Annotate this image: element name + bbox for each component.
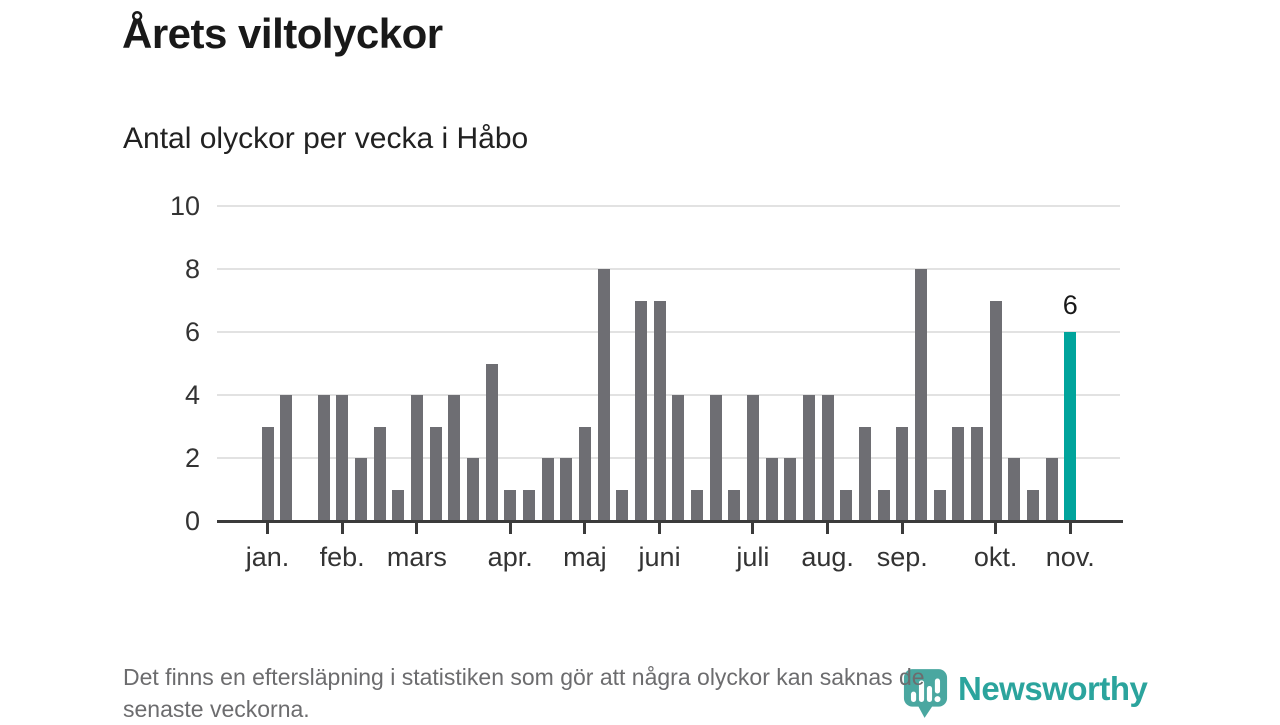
- bar-week: [429, 426, 442, 521]
- bar-week: [597, 269, 610, 521]
- bar-highlight-week: [1064, 332, 1077, 521]
- bar-week: [354, 458, 367, 521]
- bar-week: [373, 426, 386, 521]
- bar-week: [672, 395, 685, 521]
- footnote: Det finns en eftersläpning i statistiken…: [123, 661, 925, 725]
- bar-week: [541, 458, 554, 521]
- y-axis-label-6: 6: [184, 317, 200, 347]
- bar-week: [317, 395, 330, 521]
- x-axis-tick-okt: [994, 523, 998, 534]
- y-axis-label-2: 2: [184, 443, 200, 473]
- chart-subtitle: Antal olyckor per vecka i Håbo: [123, 122, 529, 155]
- bar-week: [709, 395, 722, 521]
- bar-week: [261, 426, 274, 521]
- x-axis-tick-nov: [1068, 523, 1072, 534]
- gridline-y2: [217, 457, 1120, 459]
- y-axis-label-10: 10: [169, 191, 200, 221]
- page-title: Årets viltolyckor: [122, 10, 443, 57]
- x-axis-label-okt: okt.: [973, 542, 1018, 572]
- bar-week: [933, 489, 946, 521]
- x-axis-label-sep: sep.: [876, 542, 928, 572]
- gridline-y4: [217, 394, 1120, 396]
- footnote-line: Det finns en eftersläpning i statistiken…: [123, 664, 925, 690]
- x-axis-line: [217, 520, 1123, 523]
- bar-week: [765, 458, 778, 521]
- newsworthy-logo: Newsworthy: [903, 668, 1148, 719]
- bar-week: [896, 426, 909, 521]
- y-axis-label-4: 4: [184, 380, 200, 410]
- bar-week: [989, 300, 1002, 521]
- x-axis-tick-juli: [751, 523, 755, 534]
- bar-week: [466, 458, 479, 521]
- newsworthy-pin-icon: [903, 669, 948, 718]
- gridline-y10: [217, 205, 1120, 207]
- x-axis-tick-feb: [340, 523, 344, 534]
- bar-week: [560, 458, 573, 521]
- bar-week: [280, 395, 293, 521]
- bar-week: [914, 269, 927, 521]
- x-axis-label-apr: apr.: [487, 542, 533, 572]
- bar-week: [616, 489, 629, 521]
- x-axis-label-mars: mars: [386, 542, 447, 572]
- x-axis-tick-maj: [583, 523, 587, 534]
- gridline-y8: [217, 268, 1120, 270]
- bar-week: [578, 426, 591, 521]
- bar-week: [840, 489, 853, 521]
- x-axis-label-maj: maj: [563, 542, 607, 572]
- x-axis-label-jan: jan.: [245, 542, 290, 572]
- bar-week: [1026, 489, 1039, 521]
- bar-week: [690, 489, 703, 521]
- x-axis-label-nov: nov.: [1045, 542, 1095, 572]
- x-axis-tick-juni: [658, 523, 662, 534]
- bar-week: [952, 426, 965, 521]
- bar-week: [392, 489, 405, 521]
- x-axis-label-juli: juli: [736, 542, 770, 572]
- footnote-line: senaste veckorna.: [123, 696, 310, 722]
- bar-week: [746, 395, 759, 521]
- bar-week: [653, 300, 666, 521]
- x-axis-label-feb: feb.: [319, 542, 365, 572]
- bar-week: [634, 300, 647, 521]
- bar-week: [336, 395, 349, 521]
- bar-week: [858, 426, 871, 521]
- x-axis-tick-mars: [415, 523, 419, 534]
- x-axis-tick-sep: [900, 523, 904, 534]
- x-axis-tick-apr: [508, 523, 512, 534]
- bar-week: [821, 395, 834, 521]
- x-axis-label-juni: juni: [638, 542, 681, 572]
- bar-week: [485, 363, 498, 521]
- bar-week: [728, 489, 741, 521]
- bar-week: [1045, 458, 1058, 521]
- bar-week: [448, 395, 461, 521]
- y-axis-label-0: 0: [184, 506, 200, 536]
- highlight-value-label: 6: [1062, 290, 1078, 320]
- bar-week: [802, 395, 815, 521]
- bar-week: [877, 489, 890, 521]
- bar-week: [522, 489, 535, 521]
- x-axis-tick-jan: [266, 523, 269, 534]
- newsworthy-wordmark: Newsworthy: [958, 670, 1148, 707]
- y-axis-label-8: 8: [184, 254, 200, 284]
- bar-week: [784, 458, 797, 521]
- gridline-y6: [217, 331, 1120, 333]
- bar-week: [410, 395, 423, 521]
- bar-chart: 0 2 4 6 8 10 jan. feb. mars apr. maj juni juli aug. se…: [0, 180, 1280, 600]
- x-axis-label-aug: aug.: [801, 542, 854, 572]
- bar-week: [504, 489, 517, 521]
- bar-week: [970, 426, 983, 521]
- x-axis-tick-aug: [826, 523, 830, 534]
- bar-week: [1008, 458, 1021, 521]
